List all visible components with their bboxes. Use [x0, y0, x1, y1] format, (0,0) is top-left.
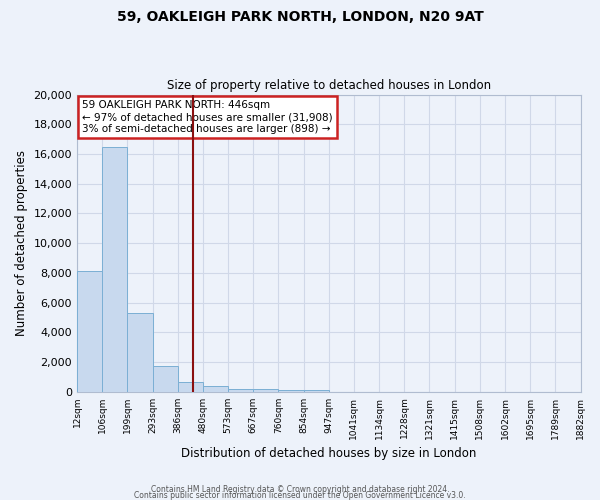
Bar: [253, 390, 278, 392]
Text: 59 OAKLEIGH PARK NORTH: 446sqm
← 97% of detached houses are smaller (31,908)
3% : 59 OAKLEIGH PARK NORTH: 446sqm ← 97% of …: [82, 100, 333, 134]
Bar: [152, 366, 178, 392]
Y-axis label: Number of detached properties: Number of detached properties: [15, 150, 28, 336]
Bar: [228, 388, 253, 392]
Text: 59, OAKLEIGH PARK NORTH, LONDON, N20 9AT: 59, OAKLEIGH PARK NORTH, LONDON, N20 9AT: [116, 10, 484, 24]
Bar: [178, 382, 203, 392]
Bar: [127, 313, 152, 392]
Bar: [278, 390, 304, 392]
X-axis label: Distribution of detached houses by size in London: Distribution of detached houses by size …: [181, 447, 476, 460]
Bar: [304, 390, 329, 392]
Bar: [77, 272, 102, 392]
Bar: [203, 386, 228, 392]
Text: Contains HM Land Registry data © Crown copyright and database right 2024.: Contains HM Land Registry data © Crown c…: [151, 485, 449, 494]
Title: Size of property relative to detached houses in London: Size of property relative to detached ho…: [167, 79, 491, 92]
Bar: [102, 146, 127, 392]
Text: Contains public sector information licensed under the Open Government Licence v3: Contains public sector information licen…: [134, 490, 466, 500]
